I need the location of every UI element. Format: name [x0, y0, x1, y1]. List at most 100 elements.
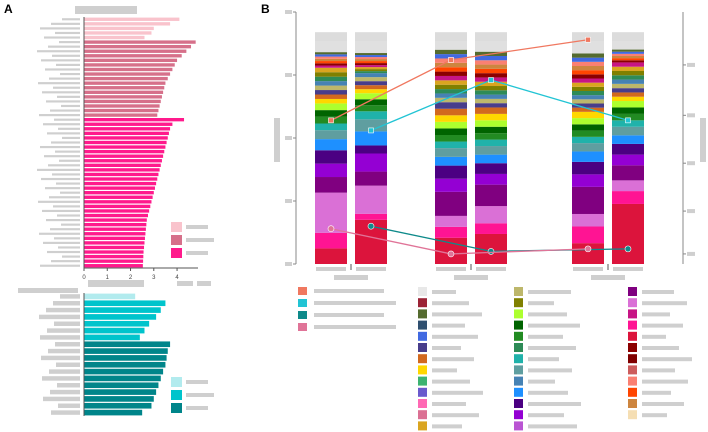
row-label-blurred: [61, 104, 80, 108]
bar-a-top: [84, 99, 161, 104]
panel-label-b: B: [261, 2, 270, 16]
stacked-segment: [612, 58, 644, 61]
stacked-segment: [612, 75, 644, 80]
stacked-segment: [572, 70, 604, 75]
x-tick-label-blurred: [356, 267, 386, 271]
stacked-segment: [475, 184, 507, 207]
bar-a-top: [84, 227, 146, 231]
row-label-blurred: [41, 59, 80, 62]
legend-palette-swatch: [628, 331, 637, 341]
stacked-segment: [612, 83, 644, 89]
legend-label-blurred: [642, 290, 674, 294]
row-label-blurred: [60, 72, 80, 76]
stacked-segment: [475, 40, 507, 52]
series-marker: [488, 77, 494, 83]
stacked-segment-top: [315, 32, 347, 41]
stacked-segment: [475, 120, 507, 127]
stacked-segment: [435, 62, 467, 68]
stacked-segment: [435, 54, 467, 59]
stacked-segment: [572, 111, 604, 119]
row-label-blurred: [42, 91, 80, 94]
row-label-blurred: [59, 41, 80, 44]
legend-palette-swatch: [514, 298, 523, 308]
legend-palette-swatch: [418, 320, 427, 330]
legend-label-blurred: [642, 323, 683, 328]
stacked-segment: [612, 66, 644, 72]
legend-palette-swatch: [514, 331, 523, 341]
stacked-segment: [435, 191, 467, 216]
stacked-segment: [435, 128, 467, 135]
bar-a-top: [84, 200, 152, 204]
stacked-segment: [572, 161, 604, 175]
stacked-segment: [475, 139, 507, 147]
bar-a-top: [84, 44, 192, 49]
legend-label-blurred: [432, 357, 474, 362]
bar-a-top: [84, 177, 158, 181]
stacked-segment: [355, 145, 387, 154]
legend-palette-swatch: [514, 343, 523, 352]
bar-a-top: [84, 118, 185, 122]
bar-a-top: [84, 254, 144, 259]
stacked-segment: [572, 130, 604, 137]
bar-a-bottom: [84, 300, 166, 307]
series-marker: [447, 250, 455, 258]
bar-a-bottom: [84, 341, 171, 348]
legend-label-blurred: [314, 301, 396, 305]
row-label-blurred: [40, 27, 80, 30]
stacked-segment: [435, 40, 467, 50]
tick-label-a-top: 4: [175, 275, 179, 281]
stacked-segment: [475, 55, 507, 61]
row-label-blurred: [40, 335, 80, 340]
legend-palette-swatch: [418, 309, 427, 319]
row-label-blurred: [45, 187, 80, 190]
stacked-segment: [355, 185, 387, 214]
row-label-blurred: [52, 173, 80, 176]
stacked-segment: [435, 178, 467, 192]
stacked-segment: [572, 136, 604, 144]
legend-label-blurred: [642, 379, 688, 384]
bar-a-top: [84, 213, 148, 218]
legend-label-blurred: [642, 346, 679, 350]
stacked-segment: [572, 82, 604, 87]
stacked-segment: [612, 40, 644, 50]
legend-label-blurred: [186, 225, 208, 229]
row-label-blurred: [57, 95, 80, 98]
legend-label-blurred: [186, 406, 208, 410]
series-marker: [625, 117, 631, 124]
legend-label-blurred: [642, 312, 670, 317]
row-label-blurred: [39, 314, 80, 320]
legend-line-swatch: [298, 299, 307, 307]
stacked-segment-top: [612, 32, 644, 41]
stacked-segment: [475, 223, 507, 234]
legend-palette-swatch: [514, 410, 523, 420]
bar-a-top: [84, 145, 166, 149]
row-label-blurred: [62, 18, 80, 21]
legend-palette-swatch: [628, 309, 637, 319]
legend-label-blurred: [186, 380, 208, 384]
legend-palette-swatch: [628, 410, 637, 420]
stacked-segment: [435, 141, 467, 149]
bar-a-bottom: [84, 389, 157, 395]
tick-label-a-top: 3: [152, 275, 156, 281]
legend-label-blurred: [186, 251, 208, 255]
stacked-segment-top: [475, 32, 507, 41]
group-label-blurred: [591, 275, 625, 280]
series-marker: [368, 127, 374, 134]
stacked-segment: [355, 69, 387, 72]
legend-label-blurred: [528, 390, 568, 395]
stacked-segment: [475, 68, 507, 74]
legend-label-blurred: [642, 334, 666, 339]
row-label-blurred: [60, 191, 80, 194]
legend-label-blurred: [186, 238, 214, 242]
row-label-blurred: [61, 223, 80, 226]
tick-label-a-top: 0: [82, 275, 86, 281]
panel-label-a: A: [4, 2, 13, 16]
x-tick-label-blurred: [573, 267, 603, 271]
stacked-segment: [475, 206, 507, 224]
legend-palette-swatch: [628, 343, 637, 352]
row-label-blurred: [48, 164, 80, 167]
stacked-segment: [435, 108, 467, 116]
stacked-segment: [355, 63, 387, 66]
row-label-blurred: [57, 214, 80, 217]
